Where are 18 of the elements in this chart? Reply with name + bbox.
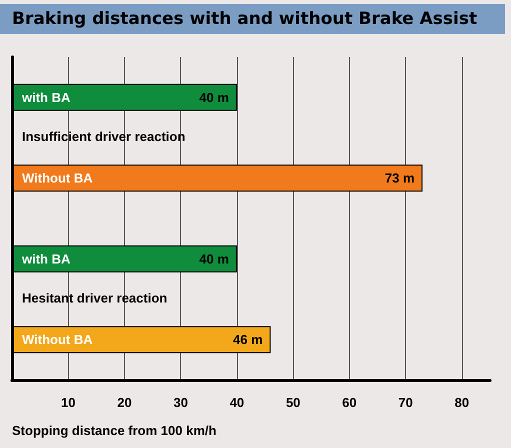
y-tick-label: with BA [21,90,71,105]
x-tick-label: 30 [173,395,188,410]
data-label: 40 m [199,251,229,266]
x-tick-label: 40 [230,395,244,410]
data-label: 73 m [384,170,415,186]
x-tick-label: 20 [117,395,132,410]
data-label: 46 m [233,332,263,348]
x-tick-label: 60 [342,395,357,410]
x-tick-label: 10 [61,395,76,410]
x-tick-label: 70 [398,395,413,410]
y-tick-label: with BA [21,251,71,266]
y-tick-label: Without BA [22,170,94,186]
x-tick-label: 50 [286,395,300,410]
chart-title: Braking distances with and without Brake Assist [0,4,505,34]
x-tick-label: 80 [454,395,470,410]
x-axis-title: Stopping distance from 100 km/h [12,423,216,438]
data-label: 40 m [199,90,229,105]
y-tick-label: Without BA [22,332,94,348]
